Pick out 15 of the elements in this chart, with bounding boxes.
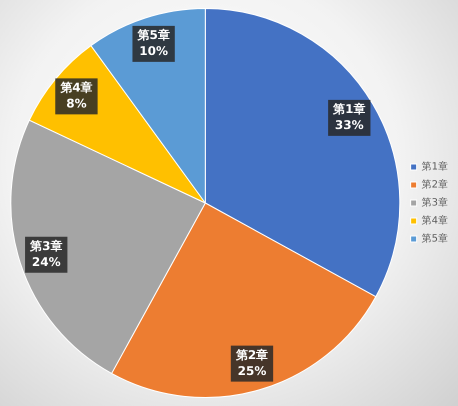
data-label: 8% (66, 96, 87, 111)
slice-label: 第5章 (136, 28, 170, 42)
slice-label: 第3章 (29, 238, 62, 253)
slice-label: 第4章 (59, 80, 93, 95)
legend-label: 第2章 (422, 178, 448, 191)
data-label: 25% (238, 364, 266, 378)
legend-label: 第3章 (422, 196, 448, 209)
legend-label: 第5章 (422, 232, 448, 245)
data-label: 24% (32, 254, 61, 269)
legend-label: 第4章 (422, 214, 448, 227)
legend-label: 第1章 (422, 160, 448, 173)
slice-label: 第1章 (332, 102, 366, 116)
slice-label: 第2章 (234, 348, 268, 362)
data-label: 10% (139, 44, 168, 58)
data-label: 33% (334, 118, 364, 132)
